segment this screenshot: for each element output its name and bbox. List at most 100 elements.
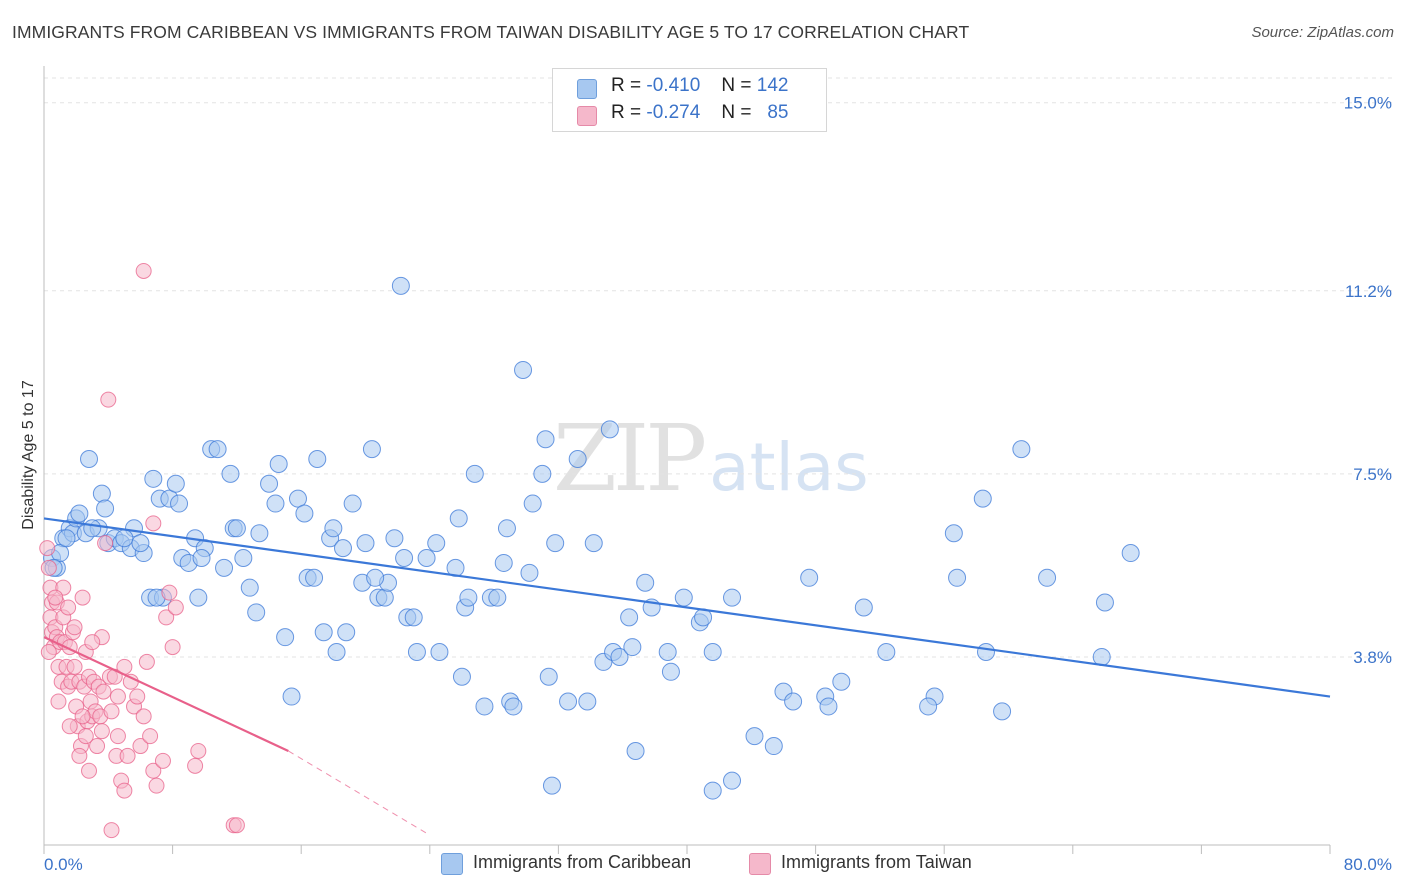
caribbean-point bbox=[170, 494, 189, 513]
caribbean-point bbox=[819, 697, 838, 716]
taiwan-point bbox=[40, 644, 57, 661]
correlation-legend: R = -0.410 N = 142 R = -0.274 N = 85 bbox=[552, 68, 827, 132]
caribbean-point bbox=[80, 450, 99, 469]
caribbean-point bbox=[70, 504, 89, 523]
caribbean-point bbox=[854, 598, 873, 617]
caribbean-point bbox=[976, 643, 995, 662]
caribbean-point bbox=[395, 548, 414, 567]
caribbean-point bbox=[227, 519, 246, 538]
legend-stats-caribbean: R = -0.410 N = 142 bbox=[611, 75, 788, 97]
legend-n-value: 142 bbox=[756, 75, 789, 96]
caribbean-point bbox=[784, 692, 803, 711]
caribbean-point bbox=[144, 469, 163, 488]
caribbean-point bbox=[542, 776, 561, 795]
taiwan-point bbox=[66, 658, 83, 675]
y-tick-label: 3.8% bbox=[1353, 648, 1392, 667]
taiwan-point bbox=[129, 688, 146, 705]
caribbean-point bbox=[337, 623, 356, 642]
taiwan-point bbox=[119, 747, 136, 764]
legend-stats-taiwan: R = -0.274 N = 85 bbox=[611, 102, 788, 124]
y-tick-label: 7.5% bbox=[1353, 465, 1392, 484]
taiwan-point bbox=[81, 762, 98, 779]
caribbean-point bbox=[295, 504, 314, 523]
taiwan-point bbox=[164, 639, 181, 656]
caribbean-point bbox=[504, 697, 523, 716]
taiwan-point bbox=[145, 762, 162, 779]
caribbean-point bbox=[366, 568, 385, 587]
caribbean-point bbox=[57, 529, 76, 548]
legend-r-value: -0.274 bbox=[646, 102, 701, 123]
caribbean-point bbox=[523, 494, 542, 513]
taiwan-point bbox=[190, 742, 207, 759]
caribbean-point bbox=[115, 529, 134, 548]
taiwan-point bbox=[158, 609, 175, 626]
caribbean-point bbox=[327, 643, 346, 662]
legend-r-value: -0.410 bbox=[646, 75, 701, 96]
taiwan-point bbox=[132, 738, 149, 755]
caribbean-point bbox=[343, 494, 362, 513]
taiwan-point bbox=[109, 728, 126, 745]
caribbean-point bbox=[308, 450, 327, 469]
taiwan-point bbox=[84, 634, 101, 651]
caribbean-point bbox=[539, 667, 558, 686]
legend-r-label: R = bbox=[611, 75, 642, 96]
caribbean-point bbox=[288, 489, 307, 508]
caribbean-point bbox=[215, 558, 234, 577]
caribbean-point bbox=[362, 440, 381, 459]
bottom-legend-label-taiwan: Immigrants from Taiwan bbox=[781, 852, 972, 872]
caribbean-point bbox=[96, 499, 115, 518]
caribbean-point bbox=[1012, 440, 1031, 459]
caribbean-point bbox=[1092, 647, 1111, 666]
caribbean-point bbox=[944, 524, 963, 543]
caribbean-point bbox=[584, 534, 603, 553]
bottom-legend-swatch-taiwan bbox=[749, 853, 771, 875]
caribbean-point bbox=[497, 519, 516, 538]
caribbean-point bbox=[800, 568, 819, 587]
x-tick-label: 0.0% bbox=[44, 855, 83, 874]
y-axis-label: Disability Age 5 to 17 bbox=[20, 380, 37, 530]
caribbean-point bbox=[427, 534, 446, 553]
caribbean-point bbox=[623, 638, 642, 657]
caribbean-point bbox=[449, 509, 468, 528]
caribbean-point bbox=[703, 781, 722, 800]
caribbean-point bbox=[600, 420, 619, 439]
caribbean-point bbox=[1121, 544, 1140, 563]
taiwan-point bbox=[135, 262, 152, 279]
taiwan-point bbox=[61, 718, 78, 735]
caribbean-point bbox=[578, 692, 597, 711]
caribbean-point bbox=[417, 548, 436, 567]
taiwan-point bbox=[103, 703, 120, 720]
caribbean-point bbox=[723, 588, 742, 607]
caribbean-point bbox=[475, 697, 494, 716]
taiwan-trend-extension bbox=[288, 750, 431, 836]
taiwan-point bbox=[116, 782, 133, 799]
caribbean-point bbox=[626, 741, 645, 760]
caribbean-point bbox=[305, 568, 324, 587]
taiwan-point bbox=[103, 822, 120, 839]
taiwan-point bbox=[145, 515, 162, 532]
caribbean-point bbox=[208, 440, 227, 459]
caribbean-point bbox=[877, 643, 896, 662]
taiwan-point bbox=[71, 747, 88, 764]
caribbean-point bbox=[324, 519, 343, 538]
caribbean-point bbox=[465, 464, 484, 483]
taiwan-point bbox=[89, 738, 106, 755]
source-label: Source: ZipAtlas.com bbox=[1251, 24, 1394, 41]
taiwan-point bbox=[135, 708, 152, 725]
legend-swatch-taiwan bbox=[577, 106, 597, 126]
caribbean-point bbox=[536, 430, 555, 449]
caribbean-point bbox=[276, 628, 295, 647]
taiwan-point bbox=[100, 391, 117, 408]
legend-swatch-caribbean bbox=[577, 79, 597, 99]
caribbean-point bbox=[452, 667, 471, 686]
caribbean-point bbox=[269, 454, 288, 473]
caribbean-point bbox=[723, 771, 742, 790]
taiwan-point bbox=[228, 817, 245, 834]
caribbean-point bbox=[404, 608, 423, 627]
taiwan-point bbox=[154, 752, 171, 769]
caribbean-point bbox=[533, 464, 552, 483]
caribbean-point bbox=[234, 548, 253, 567]
taiwan-point bbox=[187, 757, 204, 774]
caribbean-point bbox=[661, 662, 680, 681]
